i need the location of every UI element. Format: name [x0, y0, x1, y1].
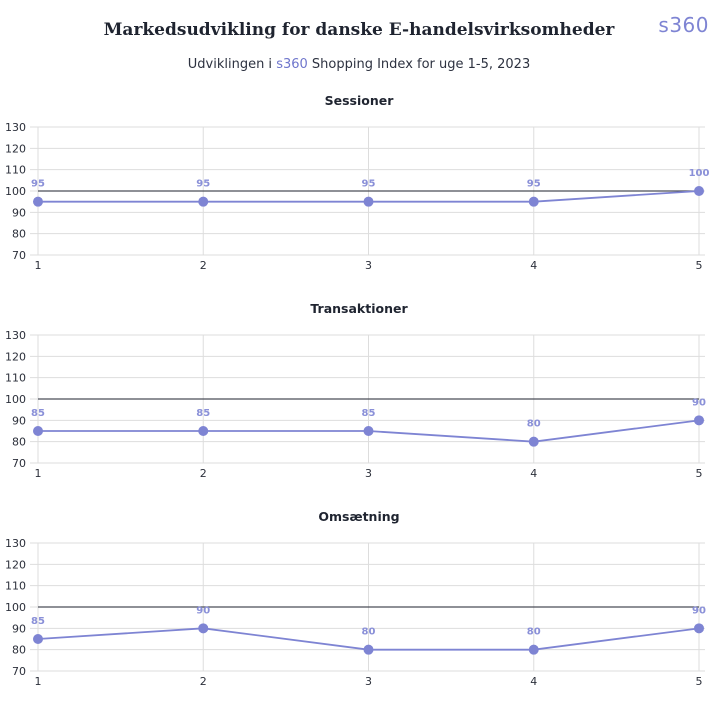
data-label: 85	[31, 616, 45, 627]
data-point	[33, 634, 43, 644]
data-label: 90	[692, 397, 706, 408]
y-tick-label: 110	[5, 164, 26, 177]
y-tick-label: 130	[5, 537, 26, 550]
data-label: 95	[527, 179, 541, 190]
chart-title: Transaktioner	[310, 301, 408, 316]
data-point	[528, 644, 539, 655]
brand-logo: s360	[658, 13, 709, 37]
chart-2: Transaktioner 70 80 90 100 110 120 130 1 2 3 4 5 85 85…	[5, 301, 706, 480]
y-tick-label: 80	[12, 436, 26, 449]
x-tick-label: 3	[365, 467, 372, 480]
data-point	[198, 196, 209, 207]
data-label: 100	[689, 168, 710, 179]
data-label: 85	[362, 408, 376, 419]
y-tick-label: 120	[5, 350, 26, 363]
chart-title: Omsætning	[318, 509, 399, 524]
data-label: 95	[196, 179, 210, 190]
y-tick-label: 100	[5, 185, 26, 198]
y-tick-label: 110	[5, 580, 26, 593]
data-point	[363, 644, 374, 655]
x-tick-label: 5	[696, 467, 703, 480]
y-tick-label: 120	[5, 558, 26, 571]
x-tick-label: 1	[35, 467, 42, 480]
subtitle-prefix: Udviklingen i	[187, 57, 277, 72]
x-tick-label: 2	[200, 675, 207, 688]
x-tick-label: 5	[696, 259, 703, 272]
y-tick-label: 130	[5, 121, 26, 134]
y-tick-label: 70	[12, 665, 26, 678]
subtitle-suffix: Shopping Index for uge 1-5, 2023	[307, 57, 531, 72]
data-point	[528, 196, 539, 207]
data-label: 85	[196, 408, 210, 419]
x-tick-label: 3	[365, 259, 372, 272]
y-tick-label: 100	[5, 393, 26, 406]
x-tick-label: 5	[696, 675, 703, 688]
data-label: 95	[362, 179, 376, 190]
y-tick-label: 90	[12, 622, 26, 635]
y-tick-label: 70	[12, 457, 26, 470]
page-subtitle: Udviklingen i s360 Shopping Index for ug…	[0, 57, 718, 72]
page-title: Markedsudvikling for danske E-handelsvir…	[103, 20, 615, 40]
data-point	[694, 415, 704, 426]
y-tick-label: 100	[5, 601, 26, 614]
data-label: 95	[31, 179, 45, 190]
y-tick-label: 80	[12, 644, 26, 657]
data-point	[694, 186, 704, 196]
x-tick-label: 2	[200, 467, 207, 480]
data-point	[198, 623, 209, 634]
data-point	[528, 436, 539, 447]
y-tick-label: 70	[12, 249, 26, 262]
data-point	[198, 426, 209, 436]
data-label: 80	[362, 627, 376, 638]
y-tick-label: 130	[5, 329, 26, 342]
data-label: 80	[527, 627, 541, 638]
data-label: 85	[31, 408, 45, 419]
chart-3: Omsætning 70 80 90 100 110 120 130 1 2 3 4 5 85 90 80 80…	[5, 509, 706, 688]
x-tick-label: 1	[35, 259, 42, 272]
x-tick-label: 2	[200, 259, 207, 272]
x-tick-label: 1	[35, 675, 42, 688]
data-point	[33, 196, 43, 207]
y-tick-label: 80	[12, 228, 26, 241]
data-label: 80	[527, 419, 541, 430]
y-tick-label: 90	[12, 206, 26, 219]
data-point	[694, 623, 704, 634]
subtitle-brand: s360	[276, 57, 308, 72]
data-label: 90	[196, 605, 210, 616]
chart-1: Sessioner 70 80 90 100 110 120 130 1 2 3 4 5 95 95 95 95…	[5, 93, 709, 272]
y-tick-label: 90	[12, 414, 26, 427]
data-point	[363, 196, 374, 207]
chart-title: Sessioner	[325, 93, 395, 108]
y-tick-label: 120	[5, 142, 26, 155]
x-tick-label: 4	[530, 675, 537, 688]
x-tick-label: 4	[530, 259, 537, 272]
data-label: 90	[692, 605, 706, 616]
x-tick-label: 3	[365, 675, 372, 688]
x-tick-label: 4	[530, 467, 537, 480]
data-point	[363, 426, 374, 436]
data-point	[33, 426, 43, 436]
y-tick-label: 110	[5, 372, 26, 385]
